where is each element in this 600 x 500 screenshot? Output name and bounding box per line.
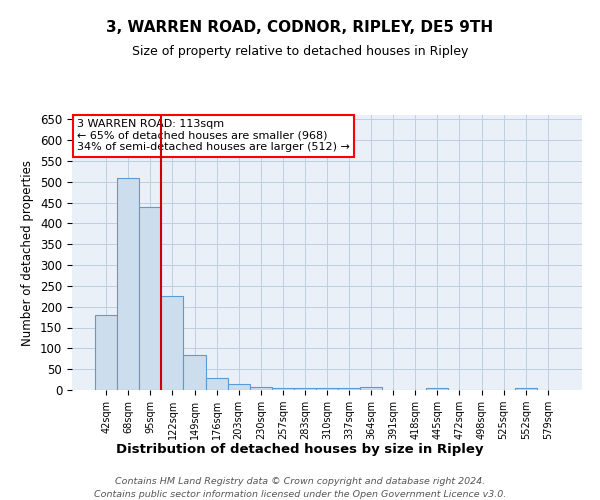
Bar [139,206,161,390]
Text: Distribution of detached houses by size in Ripley: Distribution of detached houses by size … [116,442,484,456]
Bar [294,388,316,390]
Bar [338,388,360,390]
Bar [316,388,338,390]
Text: 3 WARREN ROAD: 113sqm
← 65% of detached houses are smaller (968)
34% of semi-det: 3 WARREN ROAD: 113sqm ← 65% of detached … [77,119,350,152]
Y-axis label: Number of detached properties: Number of detached properties [22,160,34,346]
Bar [117,178,139,390]
Bar [515,388,537,390]
Text: Contains HM Land Registry data © Crown copyright and database right 2024.: Contains HM Land Registry data © Crown c… [115,478,485,486]
Bar [427,388,448,390]
Text: 3, WARREN ROAD, CODNOR, RIPLEY, DE5 9TH: 3, WARREN ROAD, CODNOR, RIPLEY, DE5 9TH [106,20,494,35]
Bar [206,378,227,390]
Bar [360,386,382,390]
Bar [250,386,272,390]
Text: Contains public sector information licensed under the Open Government Licence v3: Contains public sector information licen… [94,490,506,499]
Bar [227,384,250,390]
Bar [184,354,206,390]
Text: Size of property relative to detached houses in Ripley: Size of property relative to detached ho… [132,45,468,58]
Bar [272,388,294,390]
Bar [95,315,117,390]
Bar [161,296,184,390]
